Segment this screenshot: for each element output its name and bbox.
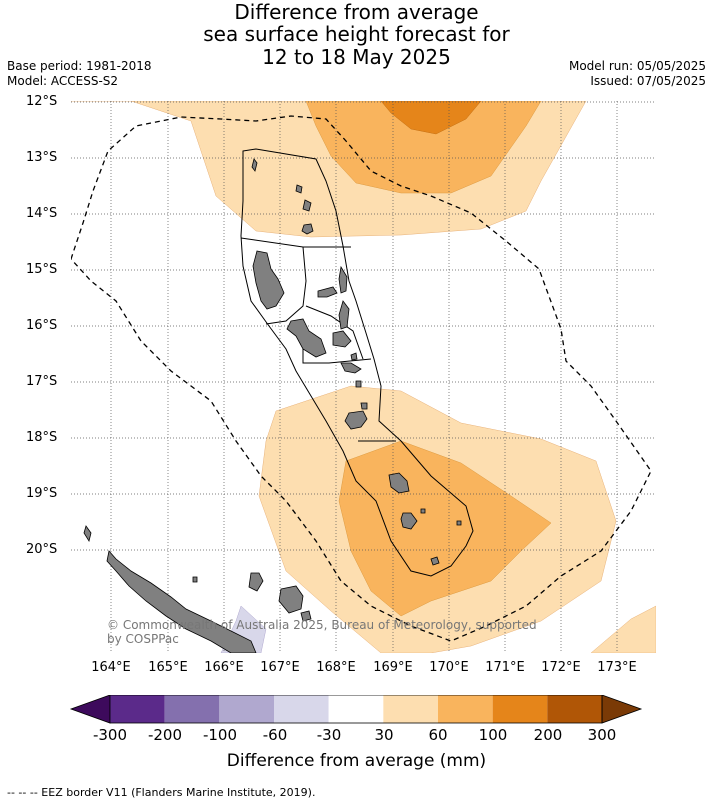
island: [456, 520, 462, 526]
colorbar-segment: [110, 695, 165, 723]
colorbar-arrow-high: [601, 695, 643, 724]
colorbar-segment: [219, 695, 274, 723]
lon-label: 165°E: [148, 660, 188, 675]
island: [302, 199, 312, 212]
lat-label: 13°S: [26, 150, 58, 165]
colorbar-segment: [438, 695, 493, 723]
lat-label: 19°S: [26, 486, 58, 501]
colorbar-arrow-low: [69, 695, 111, 724]
island: [83, 525, 92, 543]
contour-100-200-north: [380, 101, 482, 135]
colorbar-segment: [328, 695, 384, 723]
sea-surface-height-map: [71, 101, 656, 653]
lon-label: 171°E: [485, 660, 525, 675]
colorbar-segment: [164, 695, 220, 723]
island: [400, 512, 418, 530]
colorbar-tick-label: 60: [428, 726, 448, 744]
lon-label: 166°E: [204, 660, 244, 675]
colorbar-tick-label: -100: [202, 726, 238, 744]
island: [340, 362, 362, 374]
island: [420, 508, 426, 514]
island: [430, 556, 440, 566]
eez-footer-note: -- -- -- EEZ border V11 (Flanders Marine…: [7, 786, 316, 799]
colorbar-tick-label: -60: [262, 726, 288, 744]
lon-label: 170°E: [429, 660, 469, 675]
island: [278, 585, 304, 614]
island: [248, 572, 264, 592]
island: [350, 352, 358, 361]
colorbar-tick-label: -30: [316, 726, 342, 744]
lon-label: 168°E: [316, 660, 356, 675]
island: [301, 223, 314, 235]
colorbar-tick-label: -300: [92, 726, 128, 744]
colorbar-title: Difference from average (mm): [226, 751, 487, 771]
vanuatu-islands: [251, 158, 462, 566]
colorbar-tick-label: 30: [374, 726, 394, 744]
province-boundary: [240, 148, 474, 577]
colorbar-tick-label: 200: [533, 726, 563, 744]
lat-label: 12°S: [26, 94, 58, 109]
eez-border: [71, 115, 652, 642]
model-text: Model: ACCESS-S2: [7, 74, 119, 88]
title-line-2: sea surface height forecast for: [203, 22, 510, 46]
island: [338, 265, 348, 294]
lon-label: 167°E: [260, 660, 300, 675]
island: [344, 410, 368, 430]
title-line-1: Difference from average: [234, 0, 479, 24]
island: [388, 472, 410, 494]
colorbar-frame: [109, 695, 603, 724]
model-run-text: Model run: 05/05/2025: [568, 59, 706, 73]
island: [300, 610, 312, 622]
colorbar-segment: [547, 695, 602, 723]
island: [252, 250, 285, 310]
lat-label: 15°S: [26, 262, 58, 277]
lat-label: 17°S: [26, 374, 58, 389]
lat-label: 20°S: [26, 542, 58, 557]
colorbar-tick-label: 100: [478, 726, 508, 744]
lat-label: 14°S: [26, 206, 58, 221]
lat-label: 16°S: [26, 318, 58, 333]
lat-label: 18°S: [26, 430, 58, 445]
colorbar-segment: [274, 695, 329, 723]
colorbar-segment: [492, 695, 548, 723]
base-period-text: Base period: 1981-2018: [7, 59, 152, 73]
island: [332, 330, 352, 348]
colorbar-segment: [383, 695, 438, 723]
contour-30-60-southeast: [590, 605, 656, 653]
contour-60-100-north: [305, 101, 542, 194]
colorbar-tick-label: -200: [147, 726, 183, 744]
island: [251, 158, 258, 172]
island: [360, 402, 368, 410]
lon-label: 172°E: [541, 660, 581, 675]
meta-left: Base period: 1981-2018 Model: ACCESS-S2: [7, 59, 152, 89]
title-line-3: 12 to 18 May 2025: [262, 45, 451, 69]
island: [338, 300, 350, 330]
issued-text: Issued: 07/05/2025: [590, 74, 706, 88]
meta-right: Model run: 05/05/2025 Issued: 07/05/2025: [569, 59, 706, 89]
lon-label: 169°E: [373, 660, 413, 675]
lon-label: 173°E: [597, 660, 637, 675]
colorbar: [69, 695, 643, 724]
copyright-text: © Commonwealth of Australia 2025, Bureau…: [107, 618, 537, 646]
island: [192, 576, 198, 583]
lon-label: 164°E: [91, 660, 131, 675]
island: [286, 318, 327, 358]
new-caledonia-islands: [83, 525, 312, 653]
colorbar-tick-label: 300: [587, 726, 617, 744]
island: [355, 380, 362, 388]
island: [106, 550, 257, 653]
island: [317, 286, 338, 298]
island: [295, 184, 303, 194]
